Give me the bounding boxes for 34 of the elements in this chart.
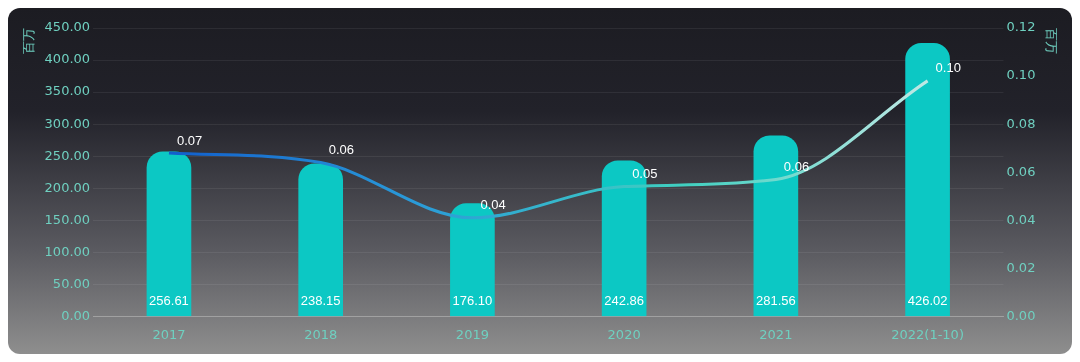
data-label: 242.86 [604, 293, 645, 309]
x-tick-label: 2021 [759, 326, 793, 342]
y-tick-label: 450.00 [44, 19, 91, 35]
data-label: 176.10 [452, 293, 493, 309]
y-axis-title: 百万 [21, 28, 37, 54]
x-tick-label: 2019 [455, 326, 489, 342]
y2-tick-label: 0.12 [1006, 19, 1036, 35]
y-tick-label: 300.00 [44, 115, 91, 131]
y-tick-label: 150.00 [44, 211, 91, 227]
data-label: 281.56 [755, 293, 796, 309]
y2-tick-label: 0.04 [1006, 211, 1036, 227]
data-label: 0.07 [176, 132, 203, 148]
data-label: 238.15 [300, 293, 341, 309]
y-tick-label: 350.00 [44, 83, 91, 99]
y2-tick-label: 0.08 [1006, 115, 1036, 131]
y-tick-label: 200.00 [44, 179, 91, 195]
y-tick-label: 100.00 [44, 243, 91, 259]
x-tick-label: 2017 [152, 326, 186, 342]
y2-axis-title: 百万 [1043, 28, 1059, 54]
y2-tick-label: 0.06 [1006, 163, 1036, 179]
x-tick-label: 2022(1-10) [891, 326, 964, 342]
y2-tick-label: 0.00 [1006, 307, 1036, 323]
y-tick-label: 0.00 [61, 307, 91, 323]
y2-tick-label: 0.02 [1006, 259, 1036, 275]
data-label: 426.02 [907, 293, 948, 309]
x-tick-label: 2020 [607, 326, 641, 342]
y-tick-label: 400.00 [44, 51, 91, 67]
data-label: 0.06 [328, 142, 354, 158]
data-label: 256.61 [149, 293, 189, 309]
data-label: 0.04 [480, 197, 506, 213]
y-tick-label: 50.00 [52, 275, 91, 291]
y2-tick-label: 0.10 [1006, 67, 1036, 83]
x-tick-label: 2018 [304, 326, 338, 342]
y-tick-label: 250.00 [44, 147, 91, 163]
